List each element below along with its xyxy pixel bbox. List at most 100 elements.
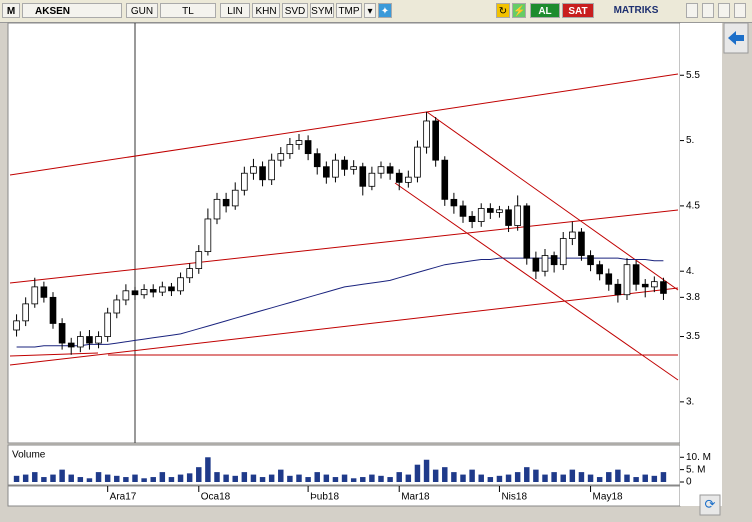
candle-body (149, 289, 157, 293)
candle-body (341, 159, 348, 170)
volume-bar (259, 477, 266, 482)
candle-body (605, 273, 613, 285)
candle-body (386, 166, 394, 174)
x-tick-label: Nis18 (501, 492, 527, 503)
candle-body (477, 208, 485, 222)
candle-body (541, 255, 549, 272)
candle-body (450, 198, 458, 207)
candle-body (332, 159, 339, 178)
volume-bar (123, 477, 129, 482)
volume-bar (505, 474, 512, 482)
button[interactable]: GUN (126, 3, 158, 18)
volume-bar (551, 472, 557, 482)
candle-body (286, 144, 294, 155)
volume-bar (41, 477, 47, 482)
volume-bar (196, 467, 202, 482)
volume-bar (177, 474, 184, 482)
refresh-button[interactable]: ↻ (496, 3, 510, 18)
button[interactable]: KHN (252, 3, 280, 18)
buy-button[interactable]: AL (530, 3, 560, 18)
volume-bar (305, 477, 311, 482)
volume-bar (86, 478, 93, 482)
trend-line (394, 182, 679, 381)
candle-body (368, 172, 376, 187)
y-tick-label: 3. (686, 396, 694, 407)
y-tick-label: 4.5 (686, 201, 700, 212)
symbol[interactable]: AKSEN (22, 3, 122, 18)
volume-bar (250, 474, 257, 482)
candle-body (113, 299, 121, 314)
volume-bar (159, 472, 166, 482)
volume-bar (232, 475, 238, 482)
candle-body (122, 290, 130, 301)
logo[interactable]: M (2, 3, 20, 18)
volume-bar (323, 474, 330, 482)
dropdown[interactable]: ▾ (364, 3, 376, 18)
candle-body (131, 290, 139, 296)
candle-body (441, 159, 449, 200)
candle-body (204, 218, 212, 253)
button[interactable]: LIN (220, 3, 250, 18)
minimize[interactable] (686, 3, 698, 18)
candle-body (496, 209, 503, 213)
candle-body (405, 176, 412, 183)
candle-body (177, 277, 184, 292)
button[interactable]: TMP (336, 3, 362, 18)
brand: MATRIKS (600, 3, 672, 18)
volume-bar (524, 467, 530, 482)
volume-bar (496, 475, 503, 482)
maximize[interactable] (702, 3, 714, 18)
volume-bar (150, 477, 156, 482)
close[interactable] (734, 3, 746, 18)
volume-bar (414, 464, 421, 482)
volume-title: Volume (12, 450, 46, 461)
sell-button[interactable]: SAT (562, 3, 594, 18)
candle-body (550, 255, 558, 266)
candle-body (241, 172, 248, 191)
y-tick-label: 5. (686, 135, 694, 146)
volume-bar (606, 472, 612, 482)
sync-icon: ⟳ (705, 496, 716, 511)
volume-bar (587, 474, 594, 482)
volume-bar (460, 474, 466, 482)
volume-bar (451, 472, 457, 482)
volume-bar (50, 474, 56, 482)
volume-bar (405, 474, 412, 482)
candle-body (277, 153, 285, 161)
button[interactable]: TL (160, 3, 216, 18)
candle-body (505, 209, 512, 226)
candle-body (569, 231, 576, 239)
candle-body (86, 336, 93, 344)
volume-bar (13, 475, 20, 482)
volume-bar (478, 474, 484, 482)
volume-bar (314, 472, 320, 482)
volume-bar (360, 477, 366, 482)
value-axis (680, 23, 722, 506)
candle-body (104, 312, 111, 337)
x-tick-label: May18 (593, 492, 623, 503)
candle-body (641, 283, 649, 288)
volume-bar (442, 467, 448, 482)
candle-body (487, 208, 494, 213)
sync-button[interactable] (699, 494, 721, 516)
flash-button[interactable]: ⚡ (512, 3, 526, 18)
trend-line (9, 209, 679, 284)
volume-bar (223, 474, 229, 482)
volume-bar (141, 478, 147, 482)
candle-body (468, 215, 476, 222)
candle-body (222, 198, 230, 207)
candle-body (268, 159, 275, 181)
volume-bar (59, 469, 65, 482)
candle-body (22, 303, 29, 322)
volume-bar (423, 459, 430, 482)
candle-body (295, 140, 303, 145)
candle-body (350, 166, 357, 170)
candle-body (159, 286, 166, 293)
volume-bar (350, 478, 357, 482)
twitter-button[interactable]: ✦ (378, 3, 392, 18)
button[interactable]: SVD (282, 3, 308, 18)
restore[interactable] (718, 3, 730, 18)
y-tick-label: 10. M (686, 452, 711, 463)
volume-bar (296, 474, 302, 482)
button[interactable]: SYM (310, 3, 334, 18)
